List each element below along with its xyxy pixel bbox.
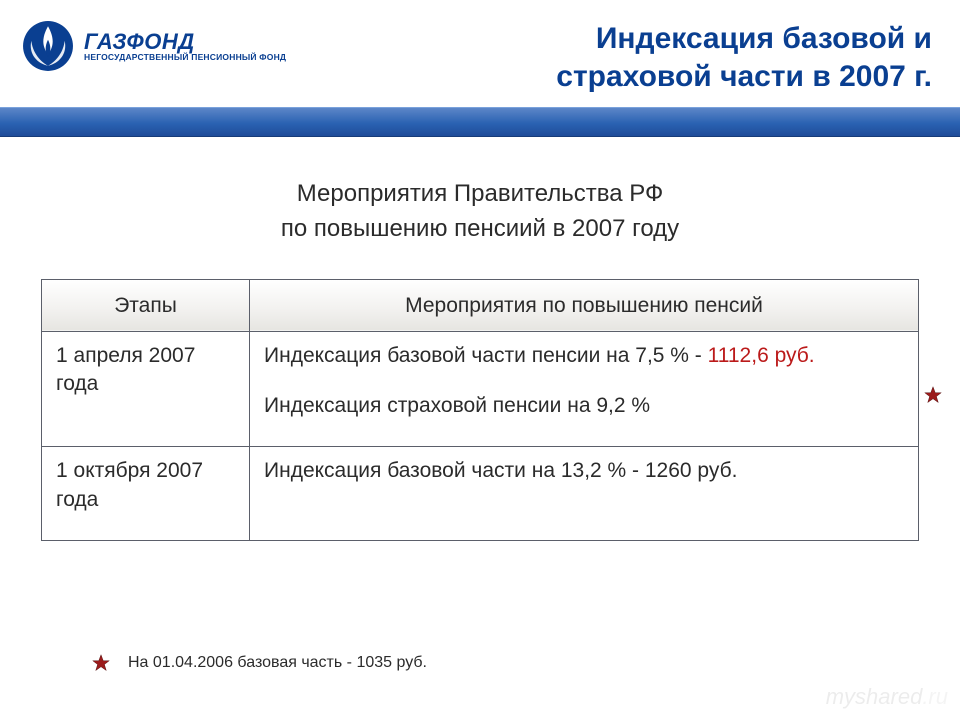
col-header-stage: Этапы xyxy=(42,279,250,331)
cell-measure: Индексация базовой части пенсии на 7,5 %… xyxy=(250,331,919,447)
col-header-measure: Мероприятия по повышению пенсий xyxy=(250,279,919,331)
star-icon xyxy=(92,654,110,672)
footnote-text: На 01.04.2006 базовая часть - 1035 руб. xyxy=(128,654,427,672)
logo-sub-text: НЕГОСУДАРСТВЕННЫЙ ПЕНСИОННЫЙ ФОНД xyxy=(84,53,286,62)
title-line-2: страховой части в 2007 г. xyxy=(556,60,932,93)
watermark: myshared.ru xyxy=(826,684,948,710)
page-title: Индексация базовой и страховой части в 2… xyxy=(286,14,932,95)
divider-bar xyxy=(0,107,960,137)
measure-text-2: Индексация страховой пенсии на 9,2 % xyxy=(264,394,650,417)
logo-text: ГАЗФОНД НЕГОСУДАРСТВЕННЫЙ ПЕНСИОННЫЙ ФОН… xyxy=(84,30,286,62)
title-line-1: Индексация базовой и xyxy=(596,22,932,55)
indexation-table: Этапы Мероприятия по повышению пенсий 1 … xyxy=(41,279,919,541)
subtitle-line-1: Мероприятия Правительства РФ xyxy=(297,180,663,207)
logo-main-text: ГАЗФОНД xyxy=(84,30,286,53)
footnote: На 01.04.2006 базовая часть - 1035 руб. xyxy=(92,654,427,672)
table-row: 1 октября 2007 года Индексация базовой ч… xyxy=(42,447,919,541)
flame-logo-icon xyxy=(22,20,74,72)
header-row: ГАЗФОНД НЕГОСУДАРСТВЕННЫЙ ПЕНСИОННЫЙ ФОН… xyxy=(0,0,960,95)
star-icon xyxy=(924,386,942,404)
cell-stage: 1 октября 2007 года xyxy=(42,447,250,541)
measure-text: Индексация базовой части пенсии на 7,5 %… xyxy=(264,344,708,367)
measure-highlight: 1112,6 руб. xyxy=(708,344,815,367)
subtitle-line-2: по повышению пенсиий в 2007 году xyxy=(281,215,679,242)
table-row: 1 апреля 2007 года Индексация базовой ча… xyxy=(42,331,919,447)
logo: ГАЗФОНД НЕГОСУДАРСТВЕННЫЙ ПЕНСИОННЫЙ ФОН… xyxy=(22,14,286,72)
cell-measure: Индексация базовой части на 13,2 % - 126… xyxy=(250,447,919,541)
table-header-row: Этапы Мероприятия по повышению пенсий xyxy=(42,279,919,331)
subtitle: Мероприятия Правительства РФ по повышени… xyxy=(0,177,960,247)
cell-stage: 1 апреля 2007 года xyxy=(42,331,250,447)
